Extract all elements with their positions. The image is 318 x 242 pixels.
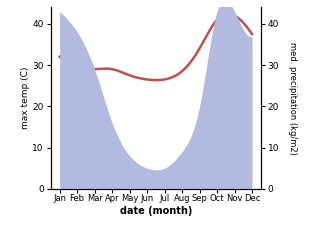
Y-axis label: med. precipitation (kg/m2): med. precipitation (kg/m2)	[287, 42, 297, 154]
X-axis label: date (month): date (month)	[120, 206, 192, 216]
Y-axis label: max temp (C): max temp (C)	[21, 67, 30, 129]
